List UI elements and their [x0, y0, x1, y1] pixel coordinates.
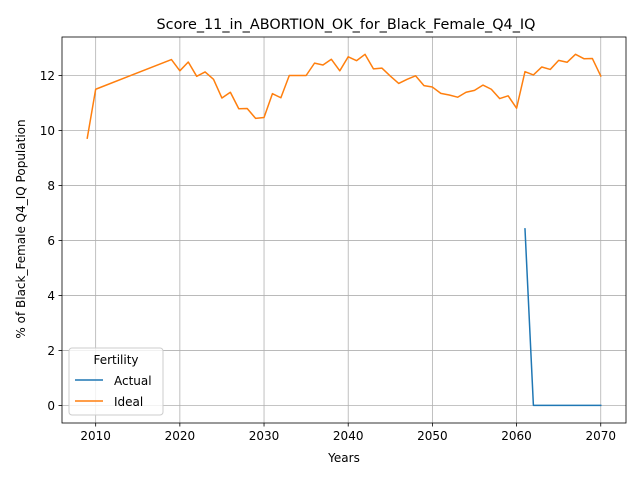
legend-label-actual: Actual — [114, 374, 152, 388]
y-tick-label: 2 — [47, 344, 55, 358]
series-line-actual — [524, 228, 602, 407]
x-tick-label: 2010 — [80, 429, 111, 443]
legend: Fertility Actual Ideal — [68, 347, 164, 416]
x-tick-label: 2030 — [249, 429, 280, 443]
x-tick-label: 2070 — [585, 429, 616, 443]
y-tick-label: 4 — [47, 289, 55, 303]
y-tick-label: 12 — [40, 69, 55, 83]
x-tick-label: 2040 — [333, 429, 364, 443]
y-tick-label: 10 — [40, 124, 55, 138]
y-tick-label: 6 — [47, 234, 55, 248]
legend-label-ideal: Ideal — [114, 395, 143, 409]
chart-title: Score_11_in_ABORTION_OK_for_Black_Female… — [157, 17, 536, 33]
y-tick-label: 0 — [47, 399, 55, 413]
y-tick-label: 8 — [47, 179, 55, 193]
axis-ticks: 2010 2020 2030 2040 2050 2060 2070 0 2 4 6 8 10 12 — [40, 69, 616, 443]
series-line-ideal — [86, 53, 602, 140]
legend-title: Fertility — [93, 353, 138, 367]
x-tick-label: 2060 — [501, 429, 532, 443]
legend-box — [68, 347, 164, 416]
x-tick-label: 2050 — [417, 429, 448, 443]
x-axis-label: Years — [327, 451, 360, 465]
y-axis-label: % of Black_Female Q4_IQ Population — [14, 119, 28, 338]
series-lines — [86, 53, 602, 407]
plot-frame — [61, 36, 627, 424]
x-tick-label: 2020 — [165, 429, 196, 443]
